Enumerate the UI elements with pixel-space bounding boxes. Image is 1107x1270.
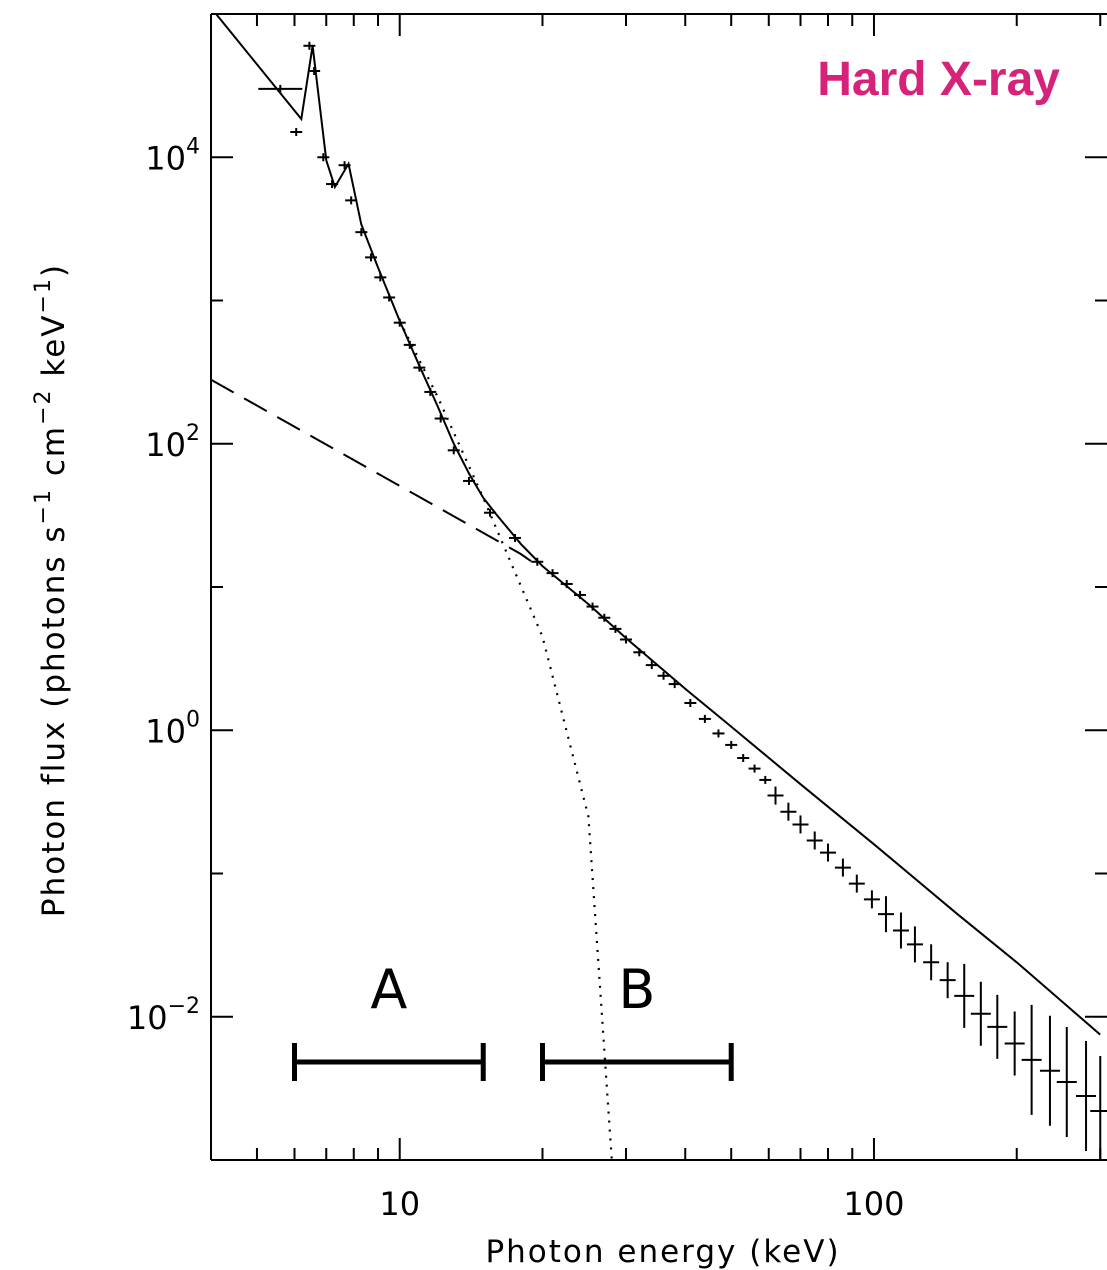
- data-point: [560, 579, 573, 588]
- data-point: [725, 740, 738, 749]
- data-point: [1039, 1015, 1060, 1126]
- data-point: [877, 896, 894, 933]
- data-point: [954, 963, 975, 1028]
- model-thermal-dotted-line: [398, 320, 613, 1160]
- model-total-line: [215, 14, 1101, 1036]
- data-point: [767, 786, 784, 805]
- data-point: [737, 754, 750, 763]
- data-point: [574, 590, 587, 599]
- data-point: [393, 318, 406, 327]
- data-point: [463, 476, 476, 485]
- data-point: [698, 714, 711, 723]
- data-point: [668, 680, 681, 689]
- x-tick-label: 10: [379, 1185, 420, 1223]
- y-title-mid2: keV: [36, 313, 72, 388]
- data-point: [657, 671, 670, 680]
- data-point: [1021, 1004, 1042, 1115]
- y-title-exp1: −1: [31, 488, 56, 524]
- data-point: [303, 41, 316, 50]
- data-point: [820, 843, 837, 862]
- x-axis-title: Photon energy (keV): [485, 1234, 840, 1270]
- y-tick-base: 10: [145, 712, 186, 750]
- data-point: [792, 815, 809, 834]
- model-curves: [211, 14, 1101, 1160]
- y-title-prefix: Photon flux (photons s: [36, 524, 72, 917]
- data-point: [413, 363, 426, 372]
- data-point: [345, 196, 358, 205]
- data-point: [258, 84, 303, 93]
- data-point: [987, 994, 1008, 1059]
- y-title-mid: cm: [36, 425, 72, 488]
- data-point: [834, 858, 851, 877]
- data-point: [892, 912, 909, 949]
- data-point: [609, 624, 622, 633]
- y-tick-base: 10: [127, 999, 168, 1037]
- data-point: [923, 944, 940, 981]
- y-tick-label: 100: [145, 707, 200, 750]
- data-point: [424, 387, 437, 396]
- data-point: [1056, 1027, 1077, 1138]
- data-point: [546, 569, 559, 578]
- data-point: [684, 698, 697, 707]
- data-point: [365, 253, 378, 262]
- band-label: B: [618, 958, 655, 1021]
- axes-frame: [210, 13, 1107, 1161]
- data-point: [939, 962, 956, 999]
- data-point: [780, 802, 797, 821]
- y-title-exp2: −2: [31, 388, 56, 424]
- y-tick-exponent: −2: [168, 994, 200, 1019]
- band-label: A: [370, 958, 407, 1021]
- data-point: [447, 446, 460, 455]
- y-tick-base: 10: [145, 139, 186, 177]
- band-a: A: [292, 958, 486, 1081]
- y-tick-base: 10: [145, 426, 186, 464]
- data-point: [374, 273, 387, 282]
- data-point: [355, 228, 368, 237]
- data-point: [712, 729, 725, 738]
- y-tick-label: 102: [145, 421, 200, 464]
- data-point: [1090, 1055, 1107, 1160]
- data-point: [1076, 1040, 1097, 1151]
- data-point: [645, 661, 658, 670]
- y-tick-exponent: 2: [186, 421, 200, 446]
- y-title-suffix: ): [36, 263, 72, 277]
- data-point: [586, 602, 599, 611]
- data-point: [483, 508, 496, 517]
- data-point: [531, 557, 544, 566]
- y-tick-label: 104: [145, 134, 200, 177]
- data-point: [290, 128, 303, 137]
- data-point: [317, 153, 330, 162]
- x-tick-label: 100: [843, 1185, 904, 1223]
- data-point: [863, 890, 880, 909]
- data-point: [308, 67, 321, 76]
- data-point: [598, 613, 611, 622]
- data-point: [338, 161, 351, 170]
- y-tick-exponent: 4: [186, 134, 200, 159]
- data-point: [759, 775, 772, 784]
- data-point: [748, 764, 761, 773]
- data-points: [258, 41, 1107, 1160]
- data-point: [619, 635, 632, 644]
- data-point: [970, 981, 991, 1046]
- data-point: [848, 874, 865, 893]
- model-nonthermal-dashed-line: [211, 378, 533, 563]
- data-point: [906, 926, 923, 963]
- y-title-exp3: −1: [31, 277, 56, 313]
- y-axis-title: Photon flux (photons s−1 cm−2 keV−1): [31, 263, 72, 917]
- data-point: [403, 340, 416, 349]
- data-point: [508, 533, 521, 542]
- data-point: [383, 293, 396, 302]
- hard-xray-badge: Hard X-ray: [817, 53, 1060, 106]
- data-point: [806, 831, 823, 850]
- band-b: B: [539, 958, 734, 1081]
- data-point: [1004, 1011, 1025, 1076]
- y-tick-label: 10−2: [127, 994, 200, 1037]
- data-point: [434, 414, 447, 423]
- data-point: [633, 648, 646, 657]
- data-point: [326, 180, 339, 189]
- y-tick-exponent: 0: [186, 707, 200, 732]
